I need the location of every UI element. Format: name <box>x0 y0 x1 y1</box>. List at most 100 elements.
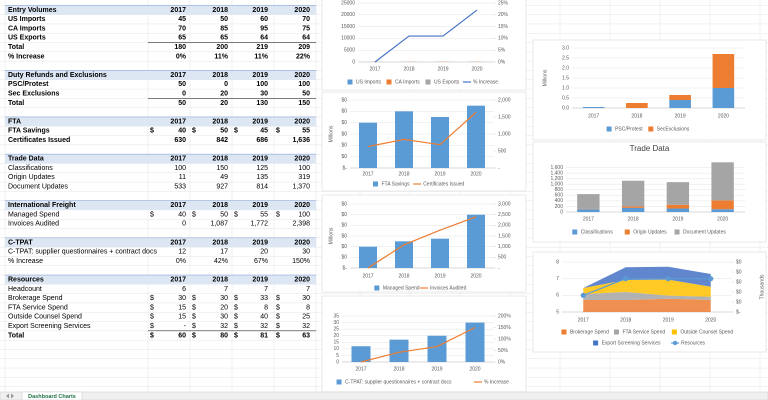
cell-value: 1,370 <box>292 184 310 191</box>
legend-marker <box>672 340 678 346</box>
legend-label: Origin Updates <box>633 229 667 235</box>
y-tick-label: $0 <box>341 233 347 239</box>
cell-value: 135 <box>256 174 268 181</box>
cell-value: 100 <box>256 81 268 88</box>
cell-value: 63 <box>302 332 310 339</box>
cell-value: - <box>184 323 187 330</box>
y-tick-label: 800 <box>555 187 564 193</box>
cell-value: 45 <box>260 128 268 135</box>
legend-swatch <box>347 79 353 85</box>
y2-tick-label: $0 <box>736 289 742 295</box>
y-tick-label: 1,600 <box>550 165 563 171</box>
cell-value: 50 <box>178 100 186 107</box>
legend-label: C-TPAT: supplier questionnaires + contra… <box>345 379 452 385</box>
cell-value: 50 <box>220 211 228 218</box>
cell-value: 65 <box>220 35 228 42</box>
cell-value: 319 <box>298 174 310 181</box>
cell-value: 15 <box>178 304 186 311</box>
bar-segment <box>711 162 734 201</box>
cell-value: 11% <box>254 53 268 60</box>
bar-segment <box>577 209 600 212</box>
y2-tick-label: $- <box>736 309 741 315</box>
row-label: Headcount <box>8 286 42 293</box>
year-header: 2017 <box>170 239 186 246</box>
year-header: 2019 <box>252 156 268 163</box>
table-section: FTA 2017 2018 2019 2020 FTA Savings $40 $50 $45 $… <box>5 116 316 144</box>
y-tick-label: $0 <box>341 223 347 229</box>
year-header: 2018 <box>212 7 228 14</box>
row-label: % Increase <box>8 53 45 60</box>
y2-tick-label: 1,500 <box>498 114 511 120</box>
year-header: 2019 <box>252 277 268 284</box>
y2-tick-label: $0 <box>736 299 742 305</box>
chart-frame <box>321 91 527 192</box>
table-section: Trade Data 2017 2018 2019 2020 Classification… <box>5 153 316 191</box>
cell-value: 55 <box>260 211 268 218</box>
cell-value: 219 <box>256 44 268 51</box>
cell-value: 8 <box>306 304 310 311</box>
y-axis-title: Millions <box>328 125 334 142</box>
bar-segment <box>626 103 648 108</box>
legend-label: Document Updates <box>683 229 726 235</box>
legend-label: Managed Spend <box>383 285 420 291</box>
x-tick-label: 2018 <box>403 66 414 72</box>
cell-value: 0% <box>176 258 186 265</box>
year-header: 2019 <box>252 118 268 125</box>
x-tick-label: 2017 <box>578 317 589 323</box>
y2-tick-label: 20% <box>498 12 509 18</box>
legend-swatch <box>373 181 378 187</box>
y2-tick-label: $0 <box>736 259 742 265</box>
sheet-tab[interactable] <box>21 391 83 400</box>
sheet-tab-label[interactable]: Dashboard Charts <box>28 394 76 400</box>
cell-value: 814 <box>256 184 268 191</box>
cell-value: 2,398 <box>292 221 310 228</box>
y-tick-label: 0 <box>352 59 355 65</box>
area <box>583 279 711 297</box>
y2-tick-label: - <box>498 265 500 271</box>
cell-value: 100 <box>298 211 310 218</box>
line <box>367 111 477 148</box>
currency-sign: $ <box>192 128 196 135</box>
cell-value: 20 <box>220 100 228 107</box>
cell-value: 75 <box>302 25 310 32</box>
currency-sign: $ <box>276 304 280 311</box>
y2-tick-label: 0% <box>498 59 506 65</box>
section-title: FTA <box>8 118 21 125</box>
cell-value: 0 <box>182 91 186 98</box>
row-label: % Increase <box>8 258 43 265</box>
y-tick-label: 10 <box>333 346 339 352</box>
legend-swatch <box>671 329 677 335</box>
bar-segment <box>669 100 691 108</box>
y-tick-label: 0 <box>336 359 339 365</box>
legend-label: Invoices Audited <box>430 285 467 291</box>
chart: 0.0 0.5 1.0 1.5 2.0 2.5 3.0 2017 2018 2019 2020 Mil… <box>532 39 767 141</box>
cell-value: 42% <box>214 258 228 265</box>
section-header-bg <box>5 200 316 210</box>
year-header: 2018 <box>212 277 228 284</box>
bar-segment <box>621 180 645 207</box>
bar <box>431 238 449 268</box>
bar <box>427 335 447 362</box>
y-axis-title: Millions <box>328 227 334 244</box>
bar <box>359 122 377 168</box>
x-tick-label: 2017 <box>362 273 373 279</box>
bar <box>467 214 485 268</box>
year-header: 2020 <box>294 72 310 79</box>
line <box>367 216 477 269</box>
section-header-bg <box>5 70 316 80</box>
y-tick-label: 5 <box>336 353 339 359</box>
y-tick-label: $0 <box>341 131 347 137</box>
cell-value: 70 <box>302 16 310 23</box>
row-label: CA Imports <box>8 25 46 32</box>
cell-value: 30 <box>220 314 228 321</box>
currency-sign: $ <box>234 295 238 302</box>
table-section: Duty Refunds and Exclusions 2017 2018 2019 2… <box>5 70 316 107</box>
chart-frame <box>321 295 527 393</box>
cell-value: 927 <box>216 184 228 191</box>
legend-swatch <box>593 340 599 346</box>
year-header: 2017 <box>170 72 186 79</box>
cell-value: 32 <box>302 323 310 330</box>
area <box>583 298 711 312</box>
x-tick-label: 2019 <box>437 66 448 72</box>
legend-label: US Imports <box>356 79 382 85</box>
